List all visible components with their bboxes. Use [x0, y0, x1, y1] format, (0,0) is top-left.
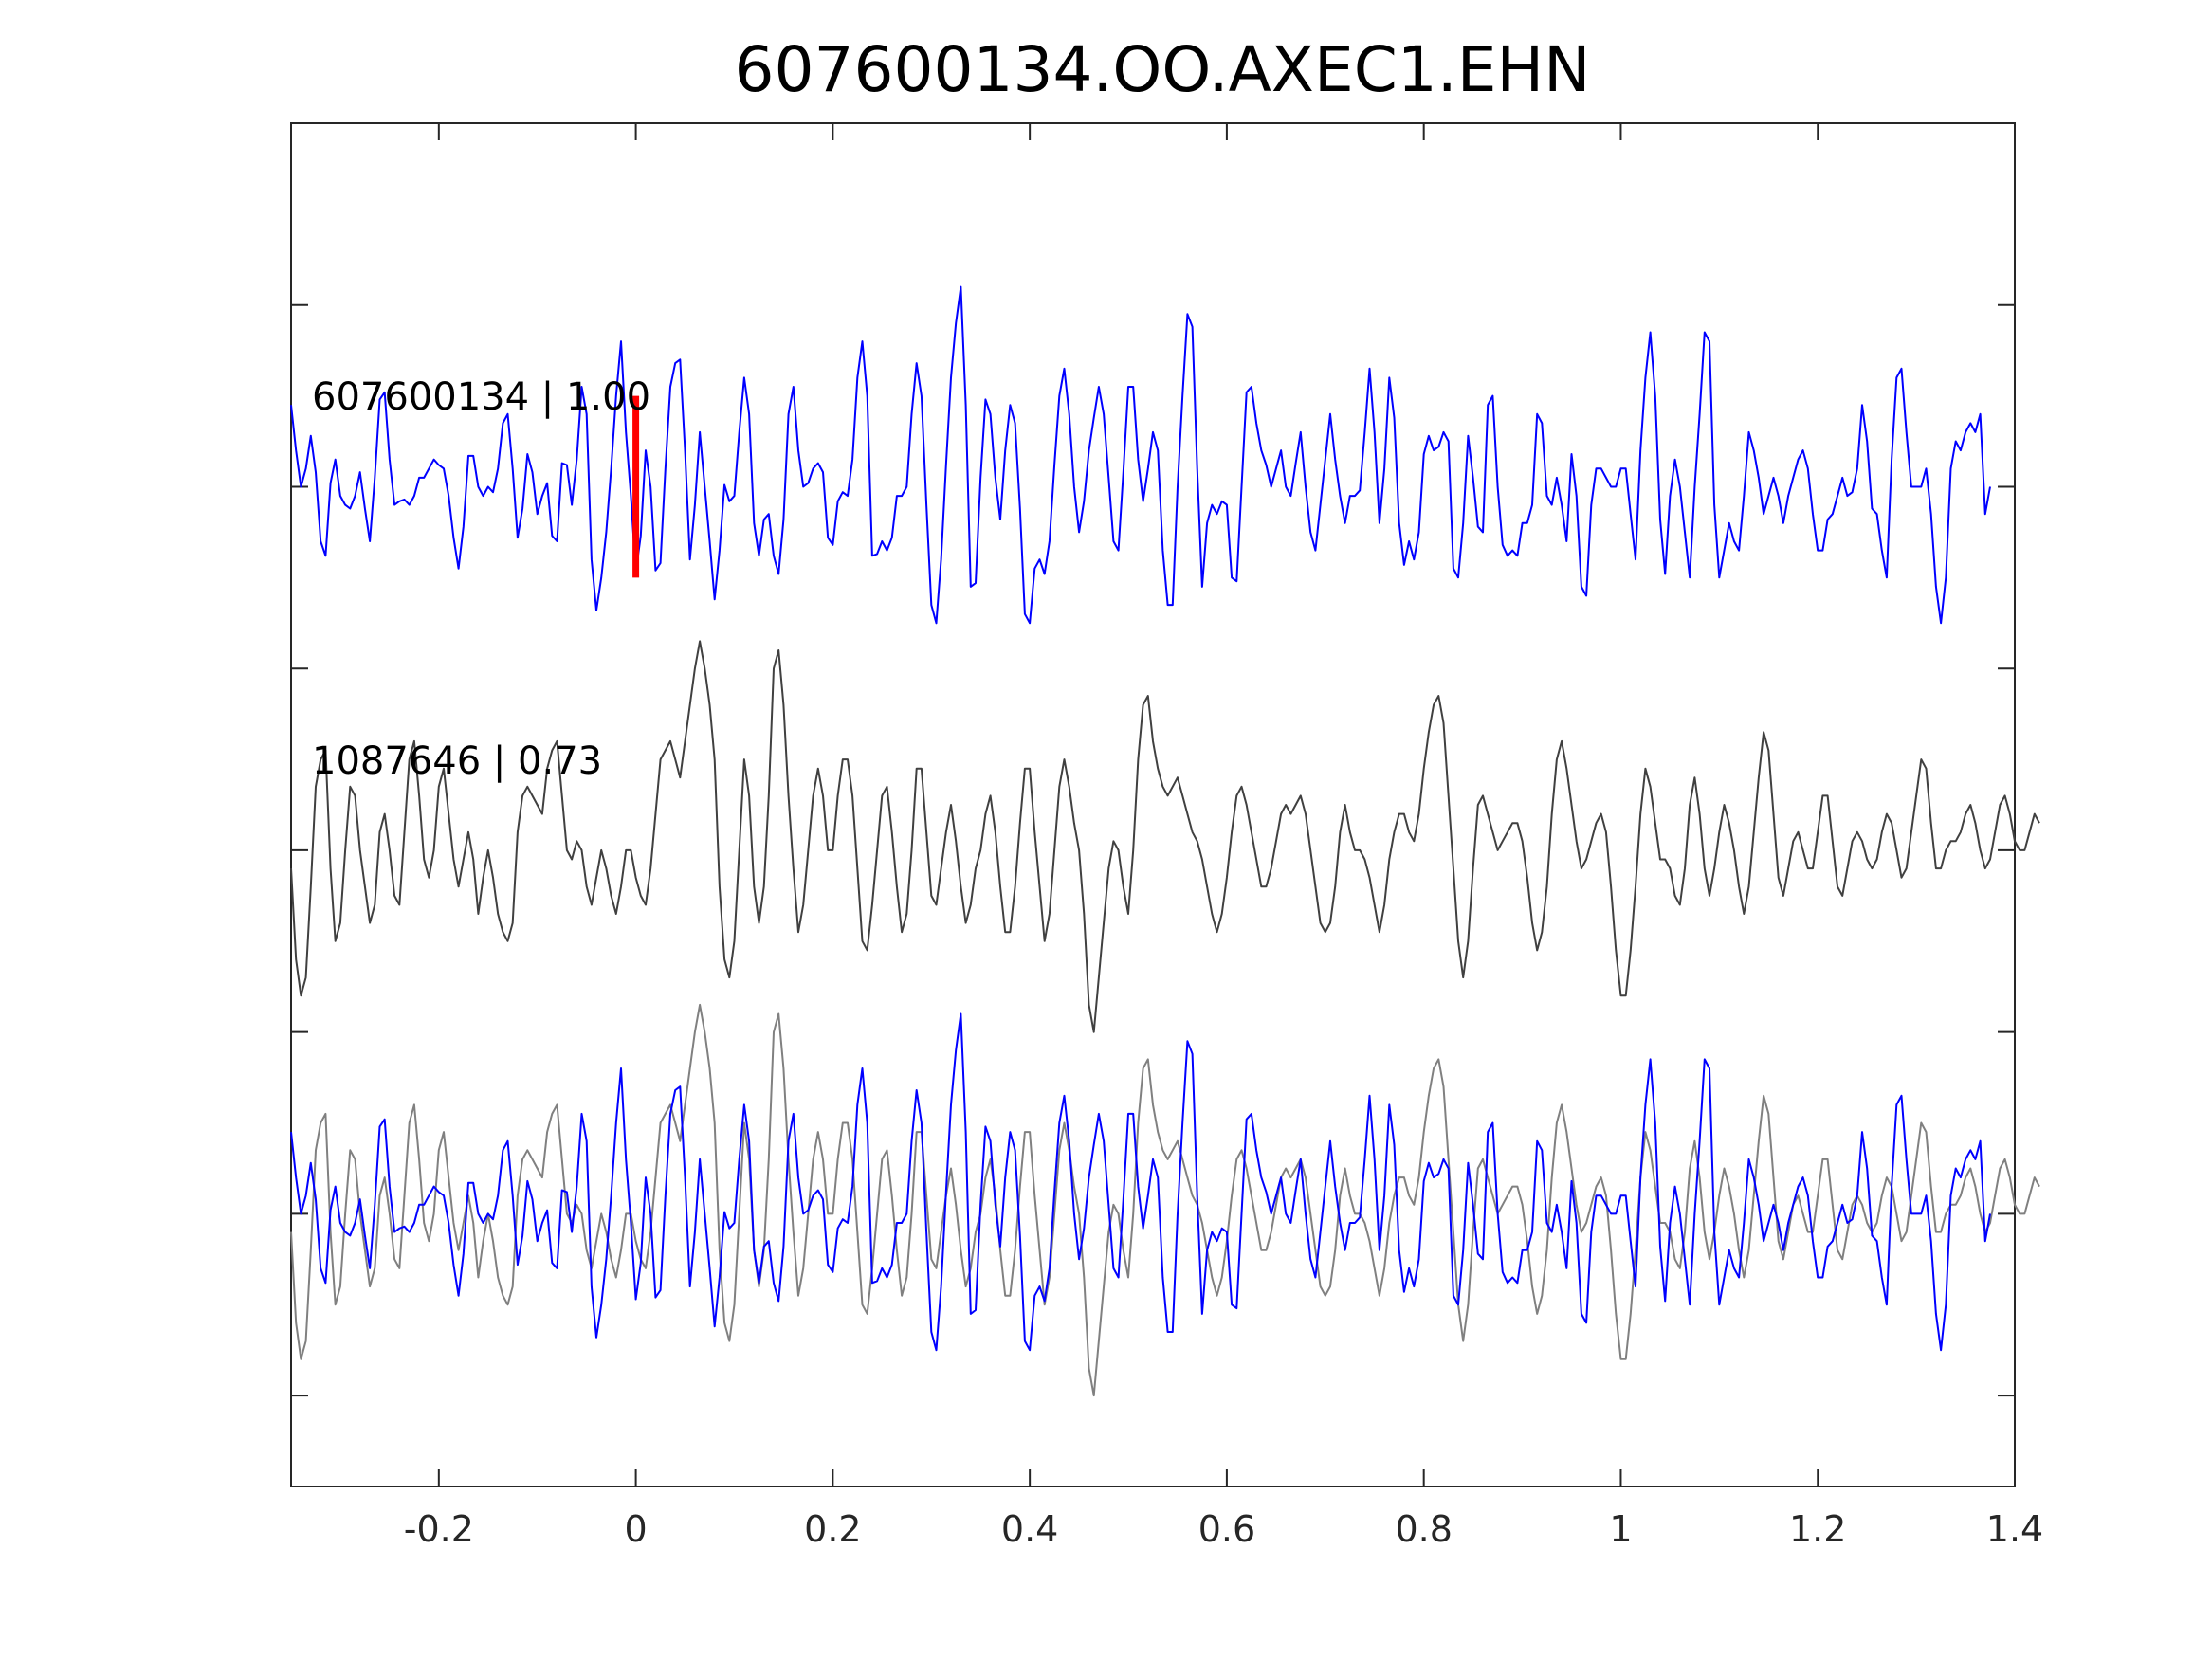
overlay-trace-secondary — [290, 1003, 2040, 1397]
chart-title: 607600134.OO.AXEC1.EHN — [735, 33, 1591, 106]
x-tick-label: 0.2 — [804, 1508, 861, 1550]
x-tick-label: 0.6 — [1198, 1508, 1255, 1550]
x-tick-label: -0.2 — [404, 1508, 474, 1550]
trace-label-2: 1087646 | 0.73 — [312, 739, 602, 783]
axes-box — [290, 122, 2016, 1487]
x-tick-label: 1.2 — [1789, 1508, 1846, 1550]
plot-area: -0.2 0 0.2 0.4 0.6 0.8 1 1.2 1.4 — [290, 122, 2043, 1550]
x-tick-label: 0.4 — [1001, 1508, 1058, 1550]
trace-primary — [290, 285, 1991, 625]
x-tick-label: 0.8 — [1395, 1508, 1452, 1550]
trace-label-1: 607600134 | 1.00 — [312, 375, 650, 419]
overlay-trace-primary — [290, 1012, 1991, 1352]
x-tick-label: 1 — [1609, 1508, 1632, 1550]
x-tick-label: 0 — [625, 1508, 648, 1550]
x-tick-label: 1.4 — [1986, 1508, 2043, 1550]
trace-secondary — [290, 640, 2040, 1033]
